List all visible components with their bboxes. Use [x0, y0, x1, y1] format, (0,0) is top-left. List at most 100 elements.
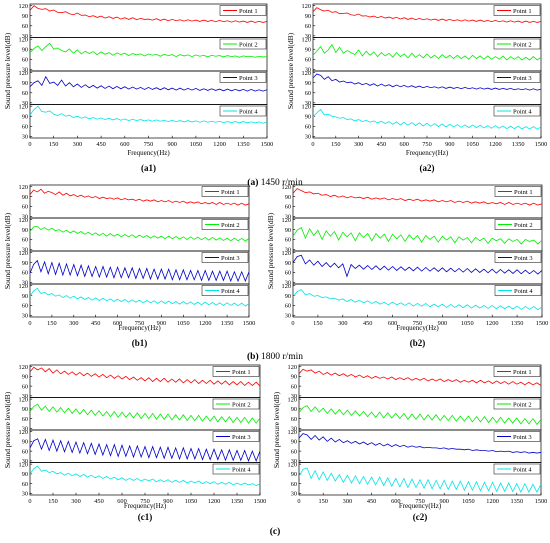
- y-tick-label: 90: [22, 227, 28, 234]
- x-tick-label: 1350: [511, 320, 524, 327]
- y-tick-label: 90: [291, 471, 297, 478]
- y-tick-label: 30: [305, 134, 311, 141]
- x-tick-label: 1500: [261, 141, 274, 148]
- x-tick-label: 150: [49, 141, 58, 148]
- legend-label: Point 1: [239, 8, 258, 15]
- y-tick-label: 60: [22, 270, 28, 277]
- legend-label: Point 1: [232, 369, 251, 376]
- x-tick-label: 0: [297, 498, 300, 505]
- x-tick-label: 450: [94, 498, 103, 505]
- y-tick-label: 90: [22, 293, 28, 300]
- y-tick-label: 30: [22, 491, 28, 498]
- legend-label: Point 1: [513, 369, 532, 376]
- legend-box: [493, 38, 541, 50]
- legend-box: [212, 431, 260, 442]
- y-tick-label: 120: [302, 103, 311, 110]
- y-tick-label: 90: [285, 260, 291, 267]
- x-tick-label: 600: [120, 141, 129, 148]
- x-tick-label: 600: [391, 498, 400, 505]
- series-line: [30, 287, 249, 307]
- y-tick-label: 90: [291, 374, 297, 381]
- panel-label: (c2): [413, 512, 428, 522]
- legend-label: Point 1: [514, 189, 533, 196]
- x-tick-label: 600: [388, 320, 397, 327]
- y-axis-label: Sound pressure level(dB): [3, 32, 12, 109]
- x-tick-label: 1350: [221, 320, 234, 327]
- x-tick-label: 300: [343, 498, 352, 505]
- y-tick-label: 120: [19, 184, 28, 191]
- legend-box: [212, 463, 260, 475]
- series-line: [30, 5, 267, 23]
- y-tick-label: 120: [19, 250, 28, 257]
- x-tick-label: 450: [91, 320, 100, 327]
- y-tick-label: 120: [19, 396, 28, 403]
- legend-label: Point 4: [514, 288, 533, 295]
- panels: 0 150 300 450 600 750 900 1050 1200 1350 1500 Frequ…: [3, 3, 548, 522]
- legend-label: Point 4: [513, 466, 532, 473]
- x-tick-label: 450: [363, 320, 372, 327]
- x-tick-label: 1200: [489, 141, 502, 148]
- legend-label: Point 2: [239, 41, 258, 48]
- y-tick-label: 30: [22, 313, 28, 320]
- subplot-frame: [29, 283, 250, 318]
- panel-label: (b2): [410, 338, 426, 348]
- x-tick-label: 150: [318, 498, 327, 505]
- series-line: [30, 188, 249, 206]
- x-axis-label: Frequency(Hz): [127, 149, 170, 157]
- chart-panel-3: 0 150 300 450 600 750 900 1050 1200 1350 1500 Frequ…: [266, 184, 548, 348]
- x-tick-label: 750: [140, 498, 149, 505]
- y-tick-label: 120: [19, 217, 28, 224]
- legend-label: Point 4: [221, 288, 240, 295]
- x-tick-label: 600: [113, 320, 122, 327]
- x-tick-label: 450: [377, 141, 386, 148]
- subplot-frame: [312, 104, 542, 139]
- legend-box: [201, 186, 249, 197]
- series-line: [299, 405, 541, 426]
- y-axis-label: Sound pressure level(dB): [272, 391, 281, 468]
- y-tick-label: 30: [305, 67, 311, 74]
- y-tick-label: 120: [288, 461, 297, 468]
- y-tick-label: 60: [22, 237, 28, 244]
- x-tick-label: 750: [422, 141, 431, 148]
- series-line: [293, 254, 542, 278]
- row-caption-b-prefix: (b): [247, 351, 259, 362]
- legend-box: [212, 366, 260, 377]
- y-tick-label: 120: [19, 364, 28, 371]
- y-tick-label: 60: [305, 56, 311, 63]
- legend-box: [493, 463, 541, 475]
- legend-box: [201, 219, 249, 230]
- y-tick-label: 90: [285, 293, 291, 300]
- x-tick-label: 900: [163, 498, 172, 505]
- x-tick-label: 900: [439, 498, 448, 505]
- legend-box: [212, 398, 260, 410]
- x-tick-label: 750: [135, 320, 144, 327]
- y-tick-label: 60: [285, 303, 291, 310]
- row-caption-b-suffix: 1800 r/min: [259, 352, 304, 362]
- y-tick-label: 120: [282, 217, 291, 224]
- y-tick-label: 90: [285, 194, 291, 201]
- x-tick-label: 150: [48, 498, 57, 505]
- y-tick-label: 90: [22, 471, 28, 478]
- y-tick-label: 30: [22, 247, 28, 254]
- x-tick-label: 1500: [243, 320, 256, 327]
- legend-label: Point 3: [221, 255, 240, 262]
- y-tick-label: 30: [285, 247, 291, 254]
- legend-label: Point 2: [513, 41, 532, 48]
- y-tick-label: 60: [22, 448, 28, 455]
- legend-box: [493, 366, 541, 377]
- x-tick-label: 750: [413, 320, 422, 327]
- series-line: [30, 105, 267, 124]
- x-tick-label: 450: [96, 141, 105, 148]
- x-tick-label: 1500: [535, 498, 548, 505]
- y-tick-label: 120: [19, 3, 28, 10]
- legend-label: Point 4: [232, 466, 251, 473]
- y-tick-label: 60: [22, 23, 28, 30]
- x-tick-label: 1050: [177, 320, 190, 327]
- x-tick-label: 150: [47, 320, 56, 327]
- y-tick-label: 60: [22, 416, 28, 423]
- series-line: [293, 188, 542, 206]
- y-axis-label: Sound pressure level(dB): [3, 391, 12, 468]
- y-tick-label: 30: [285, 280, 291, 287]
- x-tick-label: 450: [367, 498, 376, 505]
- y-tick-label: 60: [22, 303, 28, 310]
